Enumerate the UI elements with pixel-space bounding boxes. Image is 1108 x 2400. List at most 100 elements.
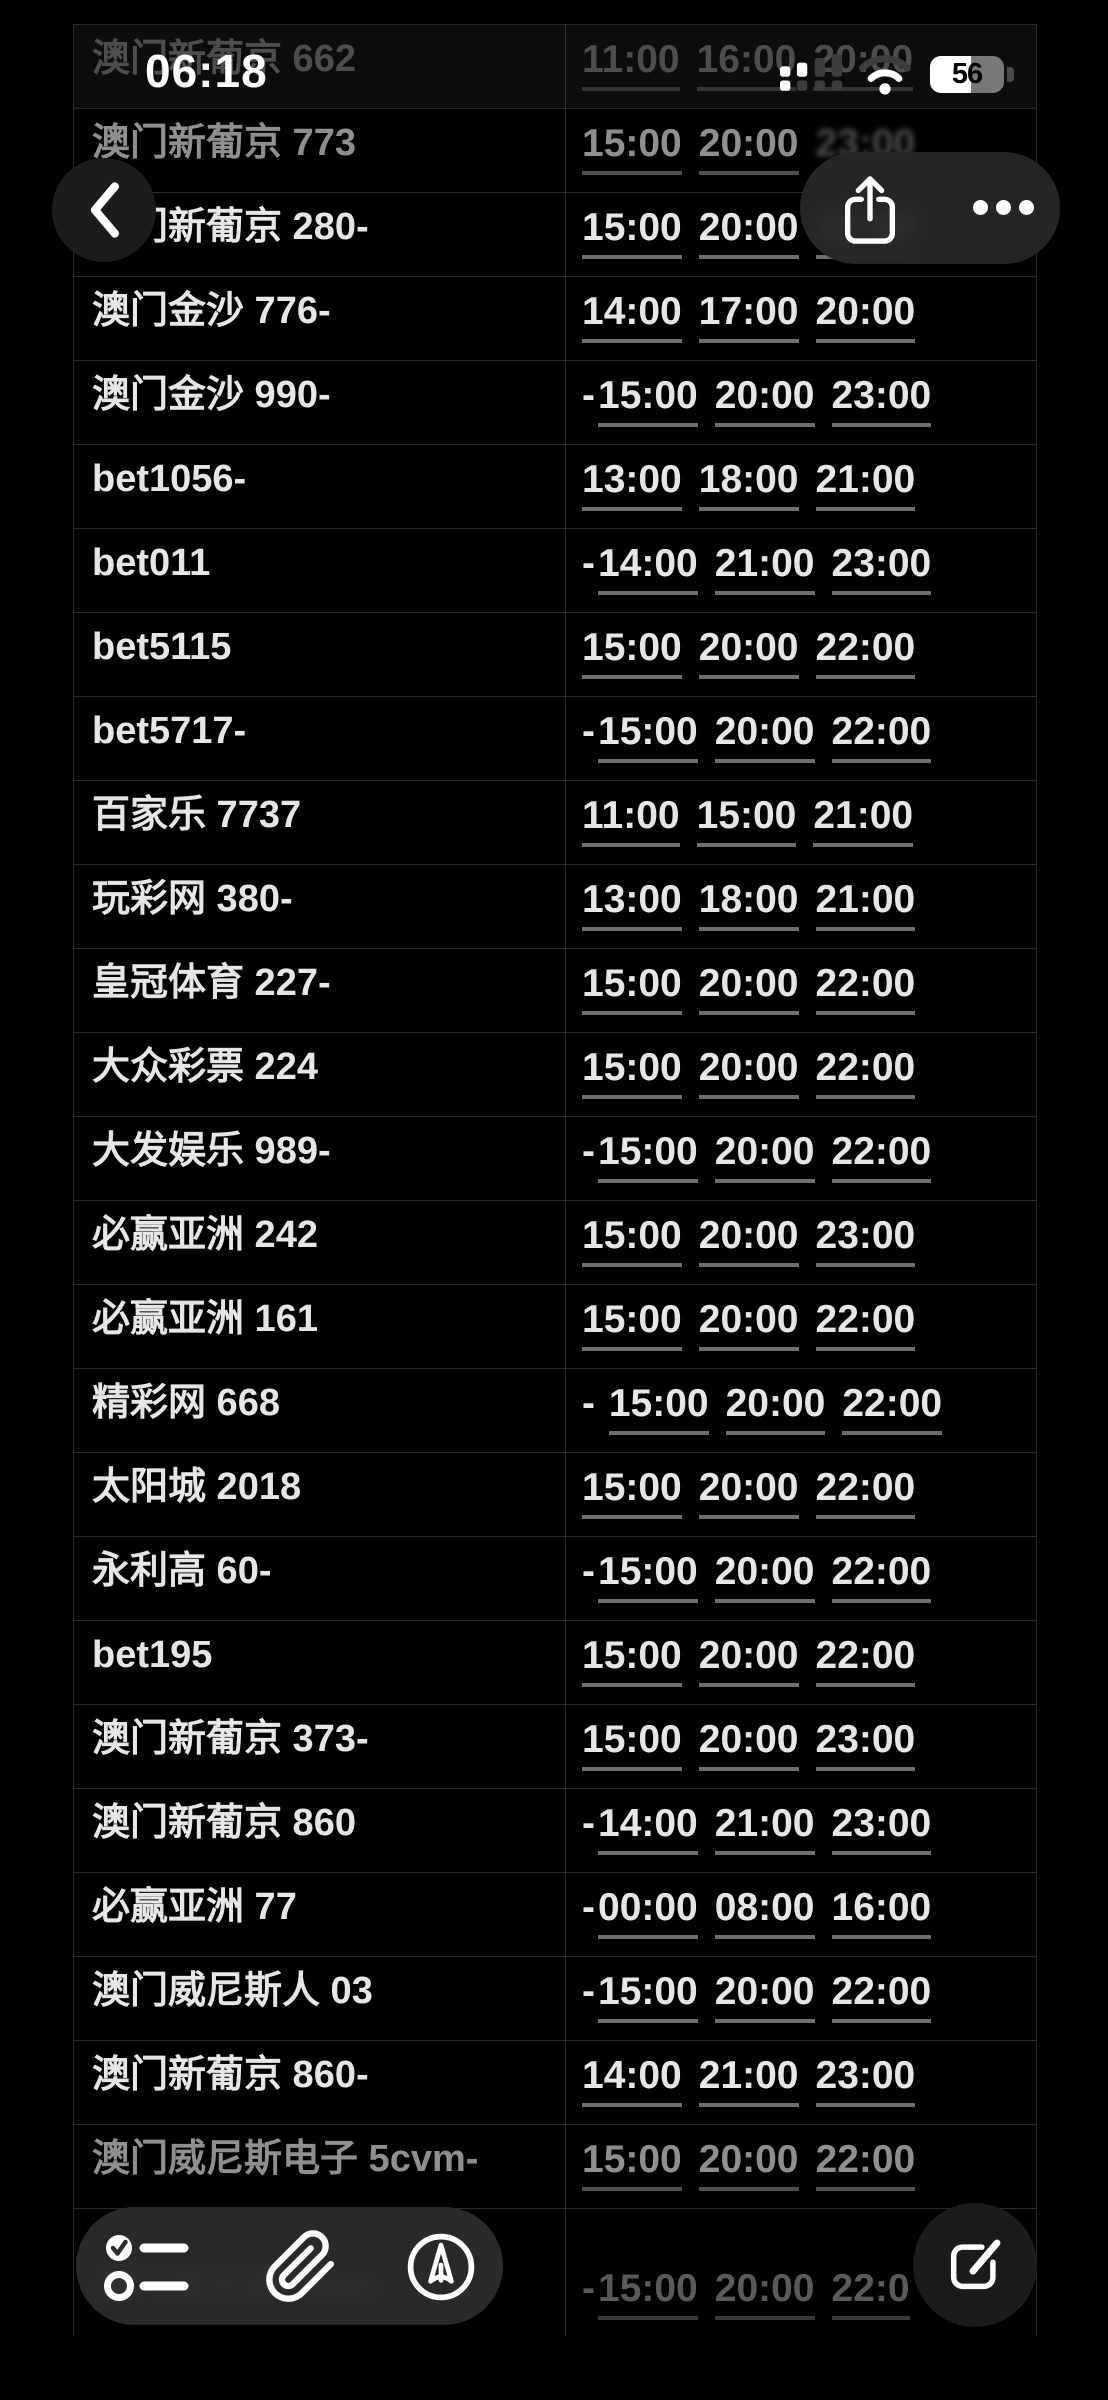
time-link[interactable]: 14:00 [598,1802,698,1855]
time-link[interactable]: 15:00 [598,1130,698,1183]
time-link[interactable]: 23:00 [815,1718,916,1771]
time-link[interactable]: 21:00 [815,458,916,511]
time-link[interactable]: 20:00 [698,1634,799,1687]
time-link[interactable]: 22:00 [831,1130,932,1183]
time-link[interactable]: 20:00 [714,374,815,427]
time-link[interactable]: 14:00 [582,2054,682,2107]
time-link[interactable]: 15:00 [598,710,698,763]
time-link[interactable]: 00:00 [598,1886,698,1939]
time-link[interactable]: 15:00 [582,1298,682,1351]
time-link[interactable]: 15:00 [598,1550,698,1603]
time-link[interactable]: 13:00 [582,878,682,931]
time-link[interactable]: 23:00 [831,374,932,427]
time-link[interactable]: 15:00 [582,626,682,679]
time-link[interactable]: 22:00 [815,1298,916,1351]
time-link[interactable]: 15:00 [582,1466,682,1519]
checklist-icon[interactable] [104,2229,192,2303]
time-link[interactable]: 11:00 [582,38,680,91]
time-link[interactable]: 20:00 [698,206,799,259]
time-link[interactable]: 20:00 [714,710,815,763]
site-times: 13:00 18:00 21:00 [582,458,932,511]
time-link[interactable]: 16:00 [831,1886,932,1939]
dash-prefix: - [582,1382,606,1425]
table-row: 大众彩票 224 15:00 20:00 22:00 [74,1032,1036,1116]
time-link[interactable]: 20:00 [725,1382,826,1435]
time-link[interactable]: 22:00 [831,710,932,763]
time-link[interactable]: 21:00 [714,1802,815,1855]
time-link[interactable]: 15:00 [598,374,698,427]
time-link[interactable]: 15:00 [582,206,682,259]
time-link[interactable]: 20:00 [698,1466,799,1519]
time-link[interactable]: 14:00 [598,542,698,595]
time-link[interactable]: 22:00 [815,1046,916,1099]
time-link[interactable]: 21:00 [698,2054,799,2107]
more-ellipsis-icon[interactable] [973,200,1034,215]
time-link[interactable]: 15:00 [696,794,797,847]
time-link[interactable]: 23:00 [815,1214,916,1267]
compose-button[interactable] [913,2203,1037,2327]
table-row: 澳门金沙 776- 14:00 17:00 20:00 [74,276,1036,360]
site-name: 澳门新葡京 773 [92,122,356,164]
time-link[interactable]: 11:00 [582,794,680,847]
time-link[interactable]: 15:00 [598,2267,698,2320]
time-link[interactable]: 20:00 [714,1970,815,2023]
site-name: 皇冠体育 227- [92,962,331,1004]
markup-pen-icon[interactable] [403,2229,479,2305]
site-times: -15:00 20:00 22:00 [582,1550,948,1603]
time-link[interactable]: 20:00 [698,1214,799,1267]
time-link[interactable]: 20:00 [698,962,799,1015]
time-link[interactable]: 20:00 [698,1718,799,1771]
time-link[interactable]: 23:00 [831,542,932,595]
time-link[interactable]: 22:00 [815,2138,916,2191]
time-link[interactable]: 20:00 [714,1550,815,1603]
time-link[interactable]: 21:00 [815,878,916,931]
time-link[interactable]: 22:00 [842,1382,943,1435]
time-link[interactable]: 15:00 [582,1214,682,1267]
time-link[interactable]: 20:00 [698,1298,799,1351]
time-link[interactable]: 15:00 [598,1970,698,2023]
time-link[interactable]: 20:00 [815,290,916,343]
site-times: 15:00 20:00 23:00 [582,1718,932,1771]
time-link[interactable]: 20:00 [698,626,799,679]
time-link[interactable]: 22:00 [831,1970,932,2023]
time-link[interactable]: 22:00 [831,1550,932,1603]
time-link[interactable]: 18:00 [698,878,799,931]
time-link[interactable]: 16:00 [696,38,797,91]
time-link[interactable]: 22:00 [815,1634,916,1687]
table-row: 百家乐 7737 11:00 15:00 21:00 [74,780,1036,864]
paperclip-icon[interactable] [263,2229,339,2305]
time-link[interactable]: 23:00 [815,2054,916,2107]
share-icon[interactable] [842,174,898,244]
time-link[interactable]: 15:00 [582,1634,682,1687]
site-times: 15:00 20:00 23:00 [582,1214,932,1267]
table-row: bet5717- -15:00 20:00 22:00 [74,696,1036,780]
time-link[interactable]: 15:00 [582,122,682,175]
time-link[interactable]: 13:00 [582,458,682,511]
dash-prefix: - [582,1802,595,1845]
dot [973,200,988,215]
time-link[interactable]: 22:00 [815,962,916,1015]
time-link[interactable]: 22:00 [815,626,916,679]
time-link[interactable]: 23:00 [831,1802,932,1855]
time-link[interactable]: 15:00 [582,1718,682,1771]
time-link[interactable]: 15:00 [582,2138,682,2191]
time-link[interactable]: 21:00 [813,794,914,847]
time-link[interactable]: 15:00 [608,1382,709,1435]
time-link[interactable]: 20:00 [698,2138,799,2191]
time-link[interactable]: 18:00 [698,458,799,511]
time-link[interactable]: 21:00 [714,542,815,595]
back-button[interactable] [52,158,156,262]
time-link[interactable]: 14:00 [582,290,682,343]
time-link[interactable]: 20:00 [714,1130,815,1183]
time-link[interactable]: 22:0 [831,2267,910,2320]
time-link[interactable]: 15:00 [582,1046,682,1099]
time-link[interactable]: 20:00 [714,2267,815,2320]
time-link[interactable]: 17:00 [698,290,799,343]
site-name: 必赢亚洲 161 [92,1298,318,1340]
site-name: 澳门金沙 990- [92,374,331,416]
time-link[interactable]: 15:00 [582,962,682,1015]
time-link[interactable]: 20:00 [698,1046,799,1099]
time-link[interactable]: 08:00 [714,1886,815,1939]
time-link[interactable]: 22:00 [815,1466,916,1519]
time-link[interactable]: 20:00 [698,122,799,175]
